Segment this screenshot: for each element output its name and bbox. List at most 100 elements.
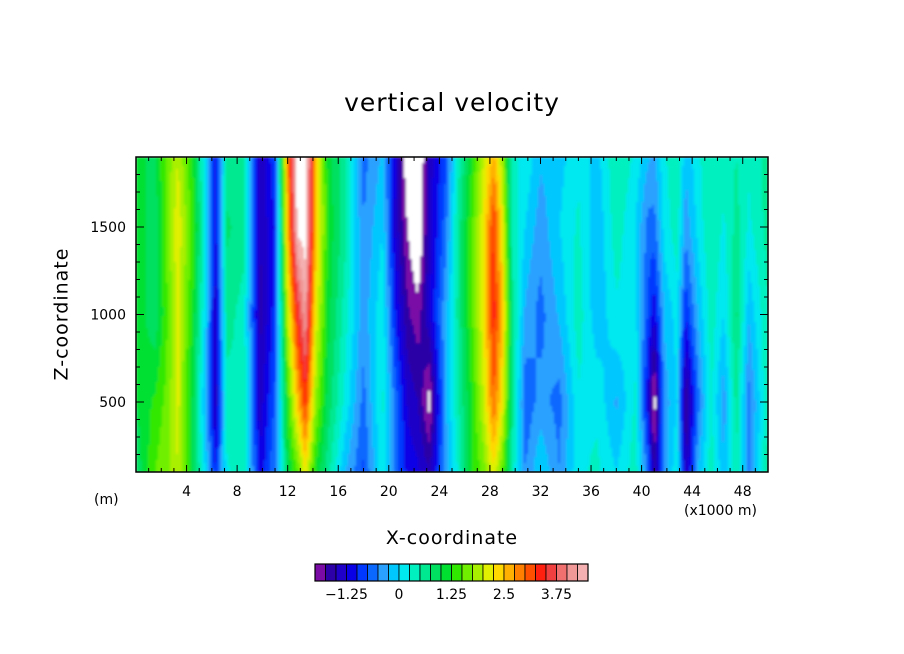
heatmap-cell [630, 178, 633, 182]
heatmap-cell [722, 166, 725, 170]
heatmap-cell [574, 172, 577, 176]
heatmap-cell [600, 169, 603, 173]
heatmap-cell [256, 166, 259, 170]
heatmap-cell [546, 172, 549, 176]
heatmap-cell [456, 175, 459, 179]
heatmap-cell [736, 163, 739, 167]
heatmap-cell [220, 163, 223, 167]
velocity-cells [136, 157, 768, 472]
heatmap-cell [626, 160, 629, 164]
heatmap-cell [466, 169, 469, 173]
heatmap-cell [138, 166, 141, 170]
heatmap-cell [358, 166, 361, 170]
heatmap-cell [582, 175, 585, 179]
heatmap-cell [632, 169, 635, 173]
heatmap-cell [338, 160, 341, 164]
heatmap-cell [724, 157, 727, 161]
heatmap-cell [290, 181, 293, 185]
heatmap-cell [412, 172, 415, 176]
heatmap-cell [286, 175, 289, 179]
heatmap-cell [404, 181, 407, 185]
heatmap-cell [596, 157, 599, 161]
heatmap-cell [750, 157, 753, 161]
heatmap-cell [252, 163, 255, 167]
heatmap-cell [348, 166, 351, 170]
heatmap-cell [302, 160, 305, 164]
heatmap-cell [486, 157, 489, 161]
heatmap-cell [630, 169, 633, 173]
heatmap-cell [320, 181, 323, 185]
heatmap-cell [492, 172, 495, 176]
heatmap-cell [294, 160, 297, 164]
heatmap-cell [530, 169, 533, 173]
heatmap-cell [166, 163, 169, 167]
heatmap-cell [750, 160, 753, 164]
heatmap-cell [458, 175, 461, 179]
heatmap-cell [260, 175, 263, 179]
heatmap-cell [290, 157, 293, 161]
heatmap-cell [750, 166, 753, 170]
heatmap-cell [568, 157, 571, 161]
heatmap-cell [144, 163, 147, 167]
heatmap-cell [382, 166, 385, 170]
heatmap-cell [620, 163, 623, 167]
heatmap-cell [476, 175, 479, 179]
heatmap-cell [152, 178, 155, 182]
heatmap-cell [578, 166, 581, 170]
heatmap-cell [336, 178, 339, 182]
heatmap-cell [272, 172, 275, 176]
heatmap-cell [418, 157, 421, 161]
heatmap-cell [412, 166, 415, 170]
heatmap-cell [574, 157, 577, 161]
heatmap-cell [538, 157, 541, 161]
heatmap-cell [330, 160, 333, 164]
heatmap-cell [620, 175, 623, 179]
heatmap-cell [458, 172, 461, 176]
heatmap-cell [640, 172, 643, 176]
heatmap-cell [398, 157, 401, 161]
heatmap-cell [710, 172, 713, 176]
heatmap-cell [304, 157, 307, 161]
heatmap-cell [666, 169, 669, 173]
heatmap-cell [292, 172, 295, 176]
heatmap-cell [610, 178, 613, 182]
heatmap-cell [550, 160, 553, 164]
heatmap-cell [322, 172, 325, 176]
heatmap-cell [310, 157, 313, 161]
heatmap-cell [628, 178, 631, 182]
heatmap-cell [426, 172, 429, 176]
heatmap-cell [366, 160, 369, 164]
heatmap-cell [156, 160, 159, 164]
heatmap-cell [342, 157, 345, 161]
heatmap-cell [592, 166, 595, 170]
heatmap-cell [550, 169, 553, 173]
heatmap-cell [462, 157, 465, 161]
heatmap-cell [498, 172, 501, 176]
heatmap-cell [180, 166, 183, 170]
heatmap-cell [452, 163, 455, 167]
heatmap-cell [300, 166, 303, 170]
heatmap-cell [764, 157, 767, 161]
heatmap-cell [712, 169, 715, 173]
heatmap-cell [712, 157, 715, 161]
heatmap-cell [542, 157, 545, 161]
heatmap-cell [614, 163, 617, 167]
heatmap-cell [318, 181, 321, 185]
heatmap-cell [206, 157, 209, 161]
heatmap-cell [754, 175, 757, 179]
heatmap-cell [558, 178, 561, 182]
heatmap-cell [660, 166, 663, 170]
heatmap-cell [512, 175, 515, 179]
heatmap-cell [500, 172, 503, 176]
heatmap-cell [374, 160, 377, 164]
heatmap-cell [554, 163, 557, 167]
heatmap-cell [592, 157, 595, 161]
heatmap-cell [310, 166, 313, 170]
heatmap-cell [552, 169, 555, 173]
heatmap-cell [230, 169, 233, 173]
heatmap-cell [486, 160, 489, 164]
heatmap-cell [680, 169, 683, 173]
heatmap-cell [496, 172, 499, 176]
heatmap-cell [356, 181, 359, 185]
